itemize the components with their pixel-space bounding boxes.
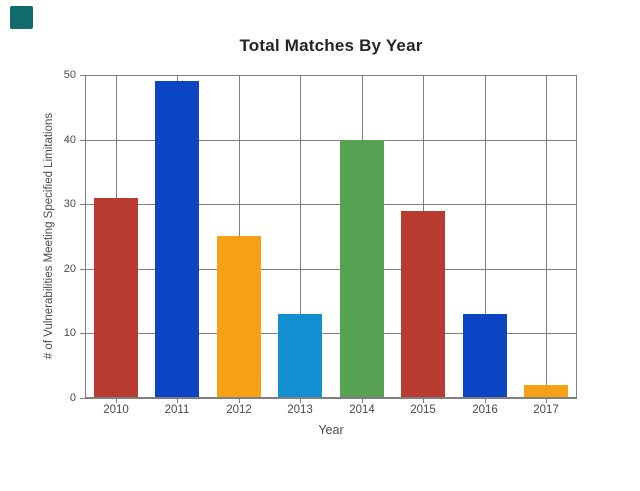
- bar-2013: [278, 314, 322, 398]
- x-tick-mark: [239, 398, 240, 403]
- x-tick-mark: [362, 398, 363, 403]
- gridline-v: [485, 75, 486, 398]
- y-tick-mark: [80, 75, 85, 76]
- x-tick-label: 2017: [533, 404, 559, 416]
- y-tick-mark: [80, 268, 85, 270]
- gridline-h: [85, 204, 577, 206]
- bar-2012: [217, 236, 261, 398]
- y-tick-mark: [80, 398, 85, 399]
- x-tick-label: 2013: [287, 404, 313, 416]
- y-tick-label: 10: [63, 327, 76, 340]
- gridline-h: [85, 75, 577, 76]
- y-tick-label: 0: [69, 392, 76, 404]
- bar-2010: [94, 198, 138, 398]
- y-tick-label: 40: [63, 133, 76, 146]
- gridline-h: [85, 139, 577, 141]
- x-axis-label: Year: [318, 423, 344, 437]
- bar-2014: [340, 140, 384, 398]
- x-tick-mark: [546, 398, 547, 403]
- chart-title: Total Matches By Year: [239, 36, 423, 55]
- x-tick-label: 2010: [103, 404, 129, 416]
- bar-2015: [401, 211, 445, 398]
- bar-2011: [155, 81, 199, 398]
- y-tick-mark: [80, 204, 85, 206]
- gridline-h: [85, 398, 577, 399]
- x-tick-mark: [177, 398, 178, 403]
- x-tick-label: 2016: [472, 404, 498, 416]
- x-tick-mark: [300, 398, 301, 403]
- bar-2016: [463, 314, 507, 398]
- gridline-h: [85, 268, 577, 270]
- x-tick-mark: [116, 398, 117, 403]
- x-tick-label: 2014: [349, 404, 375, 416]
- x-tick-mark: [485, 398, 486, 403]
- x-tick-label: 2011: [164, 404, 190, 416]
- x-tick-label: 2015: [410, 404, 436, 416]
- y-tick-label: 30: [63, 198, 76, 211]
- gridline-h: [85, 333, 577, 335]
- gridline-v: [300, 75, 301, 398]
- y-tick-label: 20: [63, 262, 76, 275]
- x-tick-mark: [423, 398, 424, 403]
- y-axis-label: # of Vulnerabilities Meeting Specified L…: [43, 112, 55, 360]
- teal-corner-badge: [10, 6, 33, 29]
- bar-2017: [524, 385, 568, 398]
- y-tick-mark: [80, 333, 85, 335]
- x-tick-label: 2012: [226, 404, 252, 416]
- y-tick-label: 50: [63, 69, 76, 81]
- gridline-v: [546, 75, 547, 398]
- y-tick-mark: [80, 139, 85, 141]
